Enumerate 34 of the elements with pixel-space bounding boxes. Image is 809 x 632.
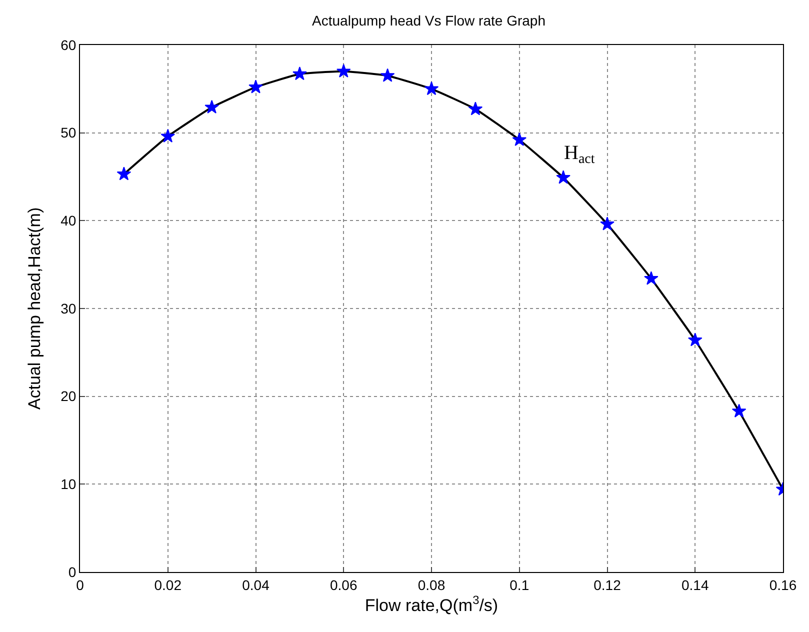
point bbox=[380, 68, 395, 82]
point bbox=[600, 216, 614, 230]
y-tick-label: 10 bbox=[60, 476, 76, 492]
x-tick-label: 0.06 bbox=[330, 576, 358, 593]
annotation: H$_{act}$ bbox=[564, 142, 595, 168]
point bbox=[160, 128, 176, 143]
y-tick-label: 0 bbox=[68, 564, 76, 580]
x-tick-label: 0.04 bbox=[242, 576, 270, 593]
x-axis-title: Flow rate,Q(m$^{3}$/s) bbox=[364, 592, 498, 615]
point bbox=[644, 271, 658, 285]
point bbox=[292, 66, 307, 80]
chart-title: Actualpump head Vs Flow rate Graph bbox=[312, 12, 546, 29]
point bbox=[512, 132, 527, 146]
x-tick-label: 0.14 bbox=[682, 576, 709, 593]
y-tick-label: 50 bbox=[60, 124, 76, 141]
point bbox=[204, 100, 219, 114]
y-tick-label: 30 bbox=[60, 300, 76, 316]
point bbox=[248, 80, 263, 94]
x-tick-label: 0.02 bbox=[154, 576, 182, 593]
point bbox=[732, 404, 746, 418]
point bbox=[424, 81, 439, 96]
y-axis-title: Actual pump head,Hact(m) bbox=[25, 207, 44, 410]
x-tick-label: 0.16 bbox=[769, 576, 797, 593]
point bbox=[556, 170, 570, 184]
point bbox=[468, 102, 483, 116]
x-tick-label: 0.08 bbox=[418, 576, 446, 593]
point bbox=[116, 166, 132, 180]
y-tick-label: 40 bbox=[60, 212, 76, 229]
x-tick-label: 0.1 bbox=[510, 576, 530, 593]
point bbox=[688, 332, 702, 346]
point bbox=[336, 64, 351, 78]
x-tick-label: 0.12 bbox=[594, 576, 622, 593]
y-tick-label: 20 bbox=[60, 388, 76, 404]
y-tick-label: 60 bbox=[60, 36, 76, 53]
